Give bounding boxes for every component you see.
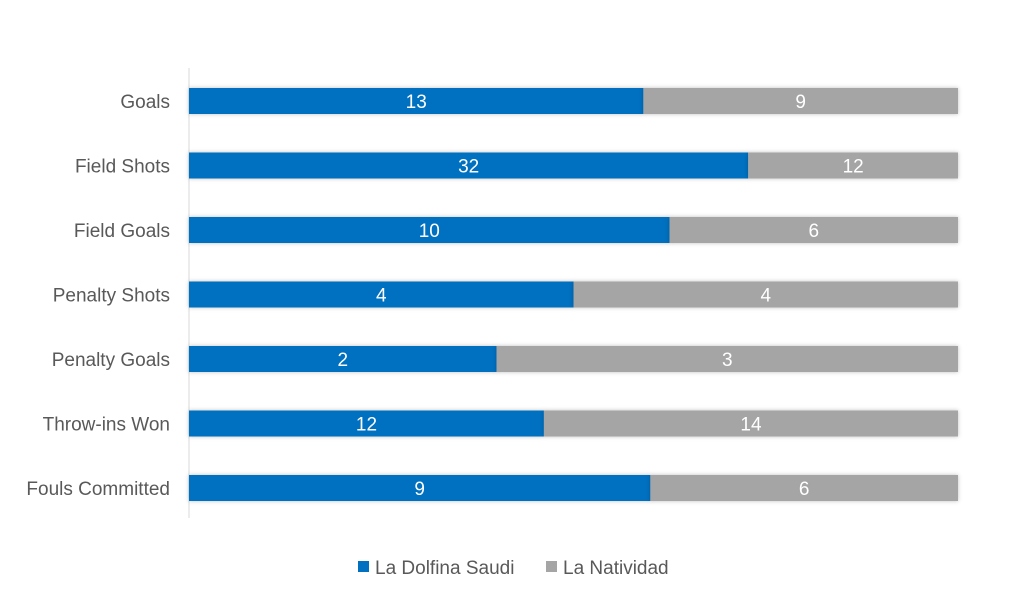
data-label: 3 bbox=[722, 350, 733, 371]
category-label: Penalty Goals bbox=[52, 350, 170, 371]
data-label: 4 bbox=[376, 286, 387, 307]
bar-la-dolfina-saudi bbox=[189, 410, 544, 437]
legend-label: La Dolfina Saudi bbox=[375, 558, 514, 579]
data-label: 10 bbox=[419, 221, 440, 242]
legend-label: La Natividad bbox=[563, 558, 669, 579]
data-label: 2 bbox=[338, 350, 349, 371]
bar-la-natividad bbox=[573, 281, 958, 308]
bar-la-natividad bbox=[748, 152, 958, 179]
bar-la-natividad bbox=[643, 88, 958, 114]
legend-swatch bbox=[358, 561, 369, 572]
bar-la-natividad bbox=[543, 410, 958, 437]
legend: La Dolfina Saudi La Natividad bbox=[358, 558, 669, 579]
data-label: 13 bbox=[406, 92, 427, 113]
bar-la-dolfina-saudi bbox=[189, 475, 651, 501]
bar-la-natividad bbox=[669, 217, 958, 243]
legend-swatch bbox=[546, 561, 557, 572]
data-label: 4 bbox=[760, 286, 771, 307]
data-label: 14 bbox=[740, 415, 762, 436]
bar-la-dolfina-saudi bbox=[189, 152, 749, 179]
bar-la-dolfina-saudi bbox=[189, 281, 574, 308]
data-label: 9 bbox=[414, 479, 425, 500]
category-label: Penalty Shots bbox=[53, 286, 170, 307]
data-label: 6 bbox=[799, 479, 810, 500]
category-label: Fouls Committed bbox=[26, 479, 170, 500]
data-label: 9 bbox=[795, 92, 806, 113]
category-label: Throw-ins Won bbox=[43, 415, 170, 436]
bar-la-dolfina-saudi bbox=[189, 346, 497, 372]
bar-la-dolfina-saudi bbox=[189, 217, 670, 243]
bar-la-dolfina-saudi bbox=[189, 88, 644, 114]
data-label: 32 bbox=[458, 157, 479, 178]
bar-la-natividad bbox=[650, 475, 958, 501]
category-label: Goals bbox=[120, 92, 170, 113]
data-label: 12 bbox=[843, 157, 864, 178]
data-label: 12 bbox=[356, 415, 377, 436]
data-label: 6 bbox=[809, 221, 820, 242]
category-label: Field Shots bbox=[75, 157, 170, 178]
bar-la-natividad bbox=[496, 346, 958, 372]
category-label: Field Goals bbox=[74, 221, 170, 242]
